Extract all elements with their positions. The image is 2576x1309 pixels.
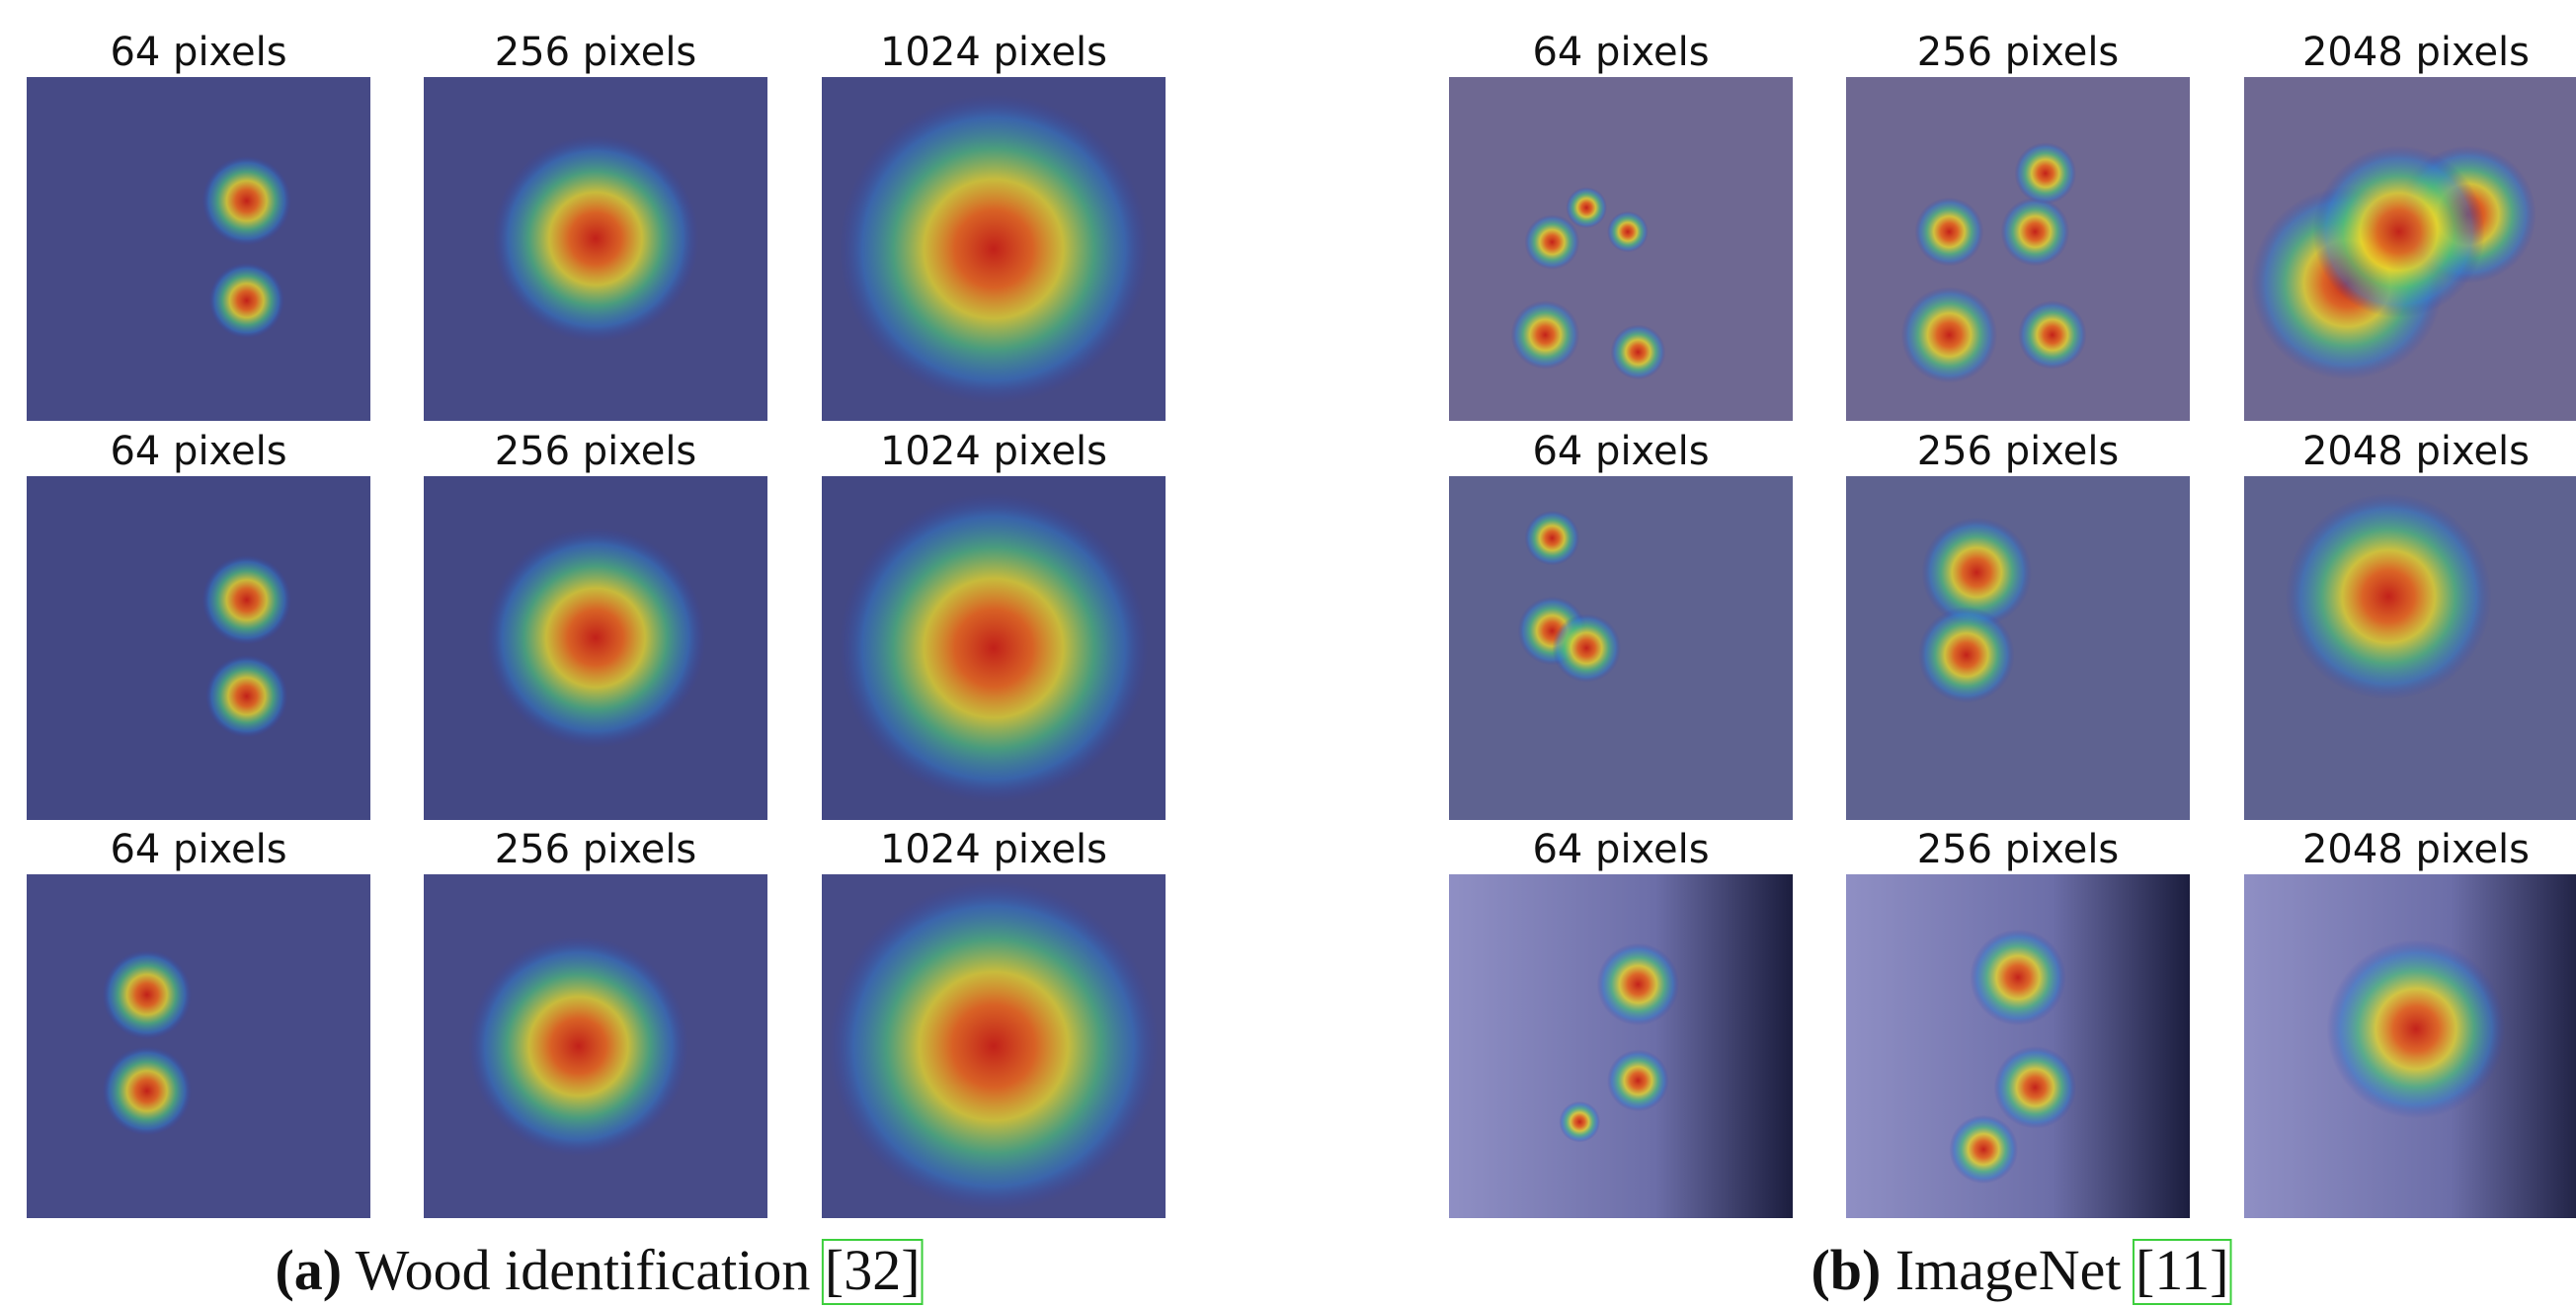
caption-text: ImageNet — [1895, 1238, 2122, 1302]
heat-blob — [839, 94, 1148, 403]
heat-blob — [2015, 142, 2077, 205]
image-label: 1024 pixels — [880, 429, 1107, 474]
image-label: 64 pixels — [1532, 429, 1709, 474]
heat-blob — [486, 528, 706, 748]
page: 64 pixels 256 pixels 1024 pixels 64 pixels 2… — [0, 0, 2576, 1309]
figure: 64 pixels 256 pixels 1024 pixels 64 pixels 2… — [0, 0, 2576, 1309]
heatmap-image — [424, 874, 767, 1218]
image-label: 2048 pixels — [2302, 429, 2530, 474]
heatmap-image — [424, 77, 767, 421]
heat-blob — [201, 156, 290, 245]
heat-blob — [2286, 493, 2492, 699]
heatmap-image — [27, 476, 370, 820]
heat-blob — [1915, 198, 1984, 267]
panel-caption: (b) ImageNet [11] — [1811, 1238, 2228, 1302]
image-background — [1449, 874, 1793, 1218]
image-label: 256 pixels — [495, 30, 697, 75]
image-label: 64 pixels — [110, 827, 286, 872]
heat-blob — [1918, 607, 2014, 702]
caption-text: Wood identification — [356, 1238, 811, 1302]
heat-blob — [205, 655, 288, 738]
heat-blob — [1597, 943, 1680, 1026]
caption-label: (b) — [1811, 1238, 1881, 1302]
heat-blob — [208, 263, 284, 339]
heatmap-image — [2244, 874, 2576, 1218]
image-background — [1846, 874, 2190, 1218]
image-background — [1846, 476, 2190, 820]
heatmap-image — [1846, 874, 2190, 1218]
heatmap-image — [1846, 77, 2190, 421]
heatmap-image — [1449, 476, 1793, 820]
caption-label: (a) — [275, 1238, 342, 1302]
heatmap-image — [2244, 476, 2576, 820]
image-label: 256 pixels — [1917, 30, 2120, 75]
image-label: 64 pixels — [1532, 827, 1709, 872]
image-label: 64 pixels — [1532, 30, 1709, 75]
heat-blob — [493, 135, 699, 342]
image-label: 256 pixels — [495, 429, 697, 474]
image-label: 1024 pixels — [880, 30, 1107, 75]
citation[interactable]: [32] — [825, 1238, 921, 1302]
heat-blob — [1607, 1049, 1669, 1111]
image-label: 256 pixels — [1917, 827, 2120, 872]
image-background — [27, 874, 370, 1218]
heat-blob — [1511, 300, 1580, 369]
heat-blob — [1949, 1115, 2018, 1185]
heat-blob — [1901, 286, 1997, 382]
heat-blob — [839, 493, 1148, 802]
image-background — [27, 77, 370, 421]
heat-blob — [2001, 198, 2070, 267]
heat-blob — [1607, 211, 1649, 253]
heat-blob — [2313, 146, 2485, 318]
heatmap-image — [822, 77, 1166, 421]
image-background — [1449, 476, 1793, 820]
image-label: 64 pixels — [110, 429, 286, 474]
heat-blob — [468, 937, 688, 1157]
heatmap-image — [1449, 77, 1793, 421]
image-label: 256 pixels — [495, 827, 697, 872]
image-label: 1024 pixels — [880, 827, 1107, 872]
heatmap-image — [822, 476, 1166, 820]
citation[interactable]: [11] — [2135, 1238, 2228, 1302]
heat-blob — [103, 1046, 192, 1135]
image-label: 256 pixels — [1917, 429, 2120, 474]
heat-blob — [1552, 614, 1621, 683]
heat-blob — [1611, 325, 1666, 380]
heat-blob — [201, 555, 290, 644]
heat-blob — [2327, 940, 2506, 1118]
heatmap-image — [27, 874, 370, 1218]
heat-blob — [1525, 214, 1580, 270]
heat-blob — [1994, 1046, 2077, 1129]
heatmap-image — [424, 476, 767, 820]
heat-blob — [103, 950, 192, 1039]
image-label: 2048 pixels — [2302, 827, 2530, 872]
heat-blob — [1525, 511, 1580, 566]
image-label: 64 pixels — [110, 30, 286, 75]
heat-blob — [829, 881, 1159, 1211]
heat-blob — [1559, 1102, 1600, 1143]
heat-blob — [1970, 930, 2065, 1025]
heatmap-image — [1846, 476, 2190, 820]
heatmap-image — [27, 77, 370, 421]
heat-blob — [1566, 187, 1607, 228]
heatmap-image — [1449, 874, 1793, 1218]
heatmap-image — [2244, 77, 2576, 421]
image-background — [27, 476, 370, 820]
image-label: 2048 pixels — [2302, 30, 2530, 75]
heatmap-image — [822, 874, 1166, 1218]
heat-blob — [2018, 300, 2087, 369]
